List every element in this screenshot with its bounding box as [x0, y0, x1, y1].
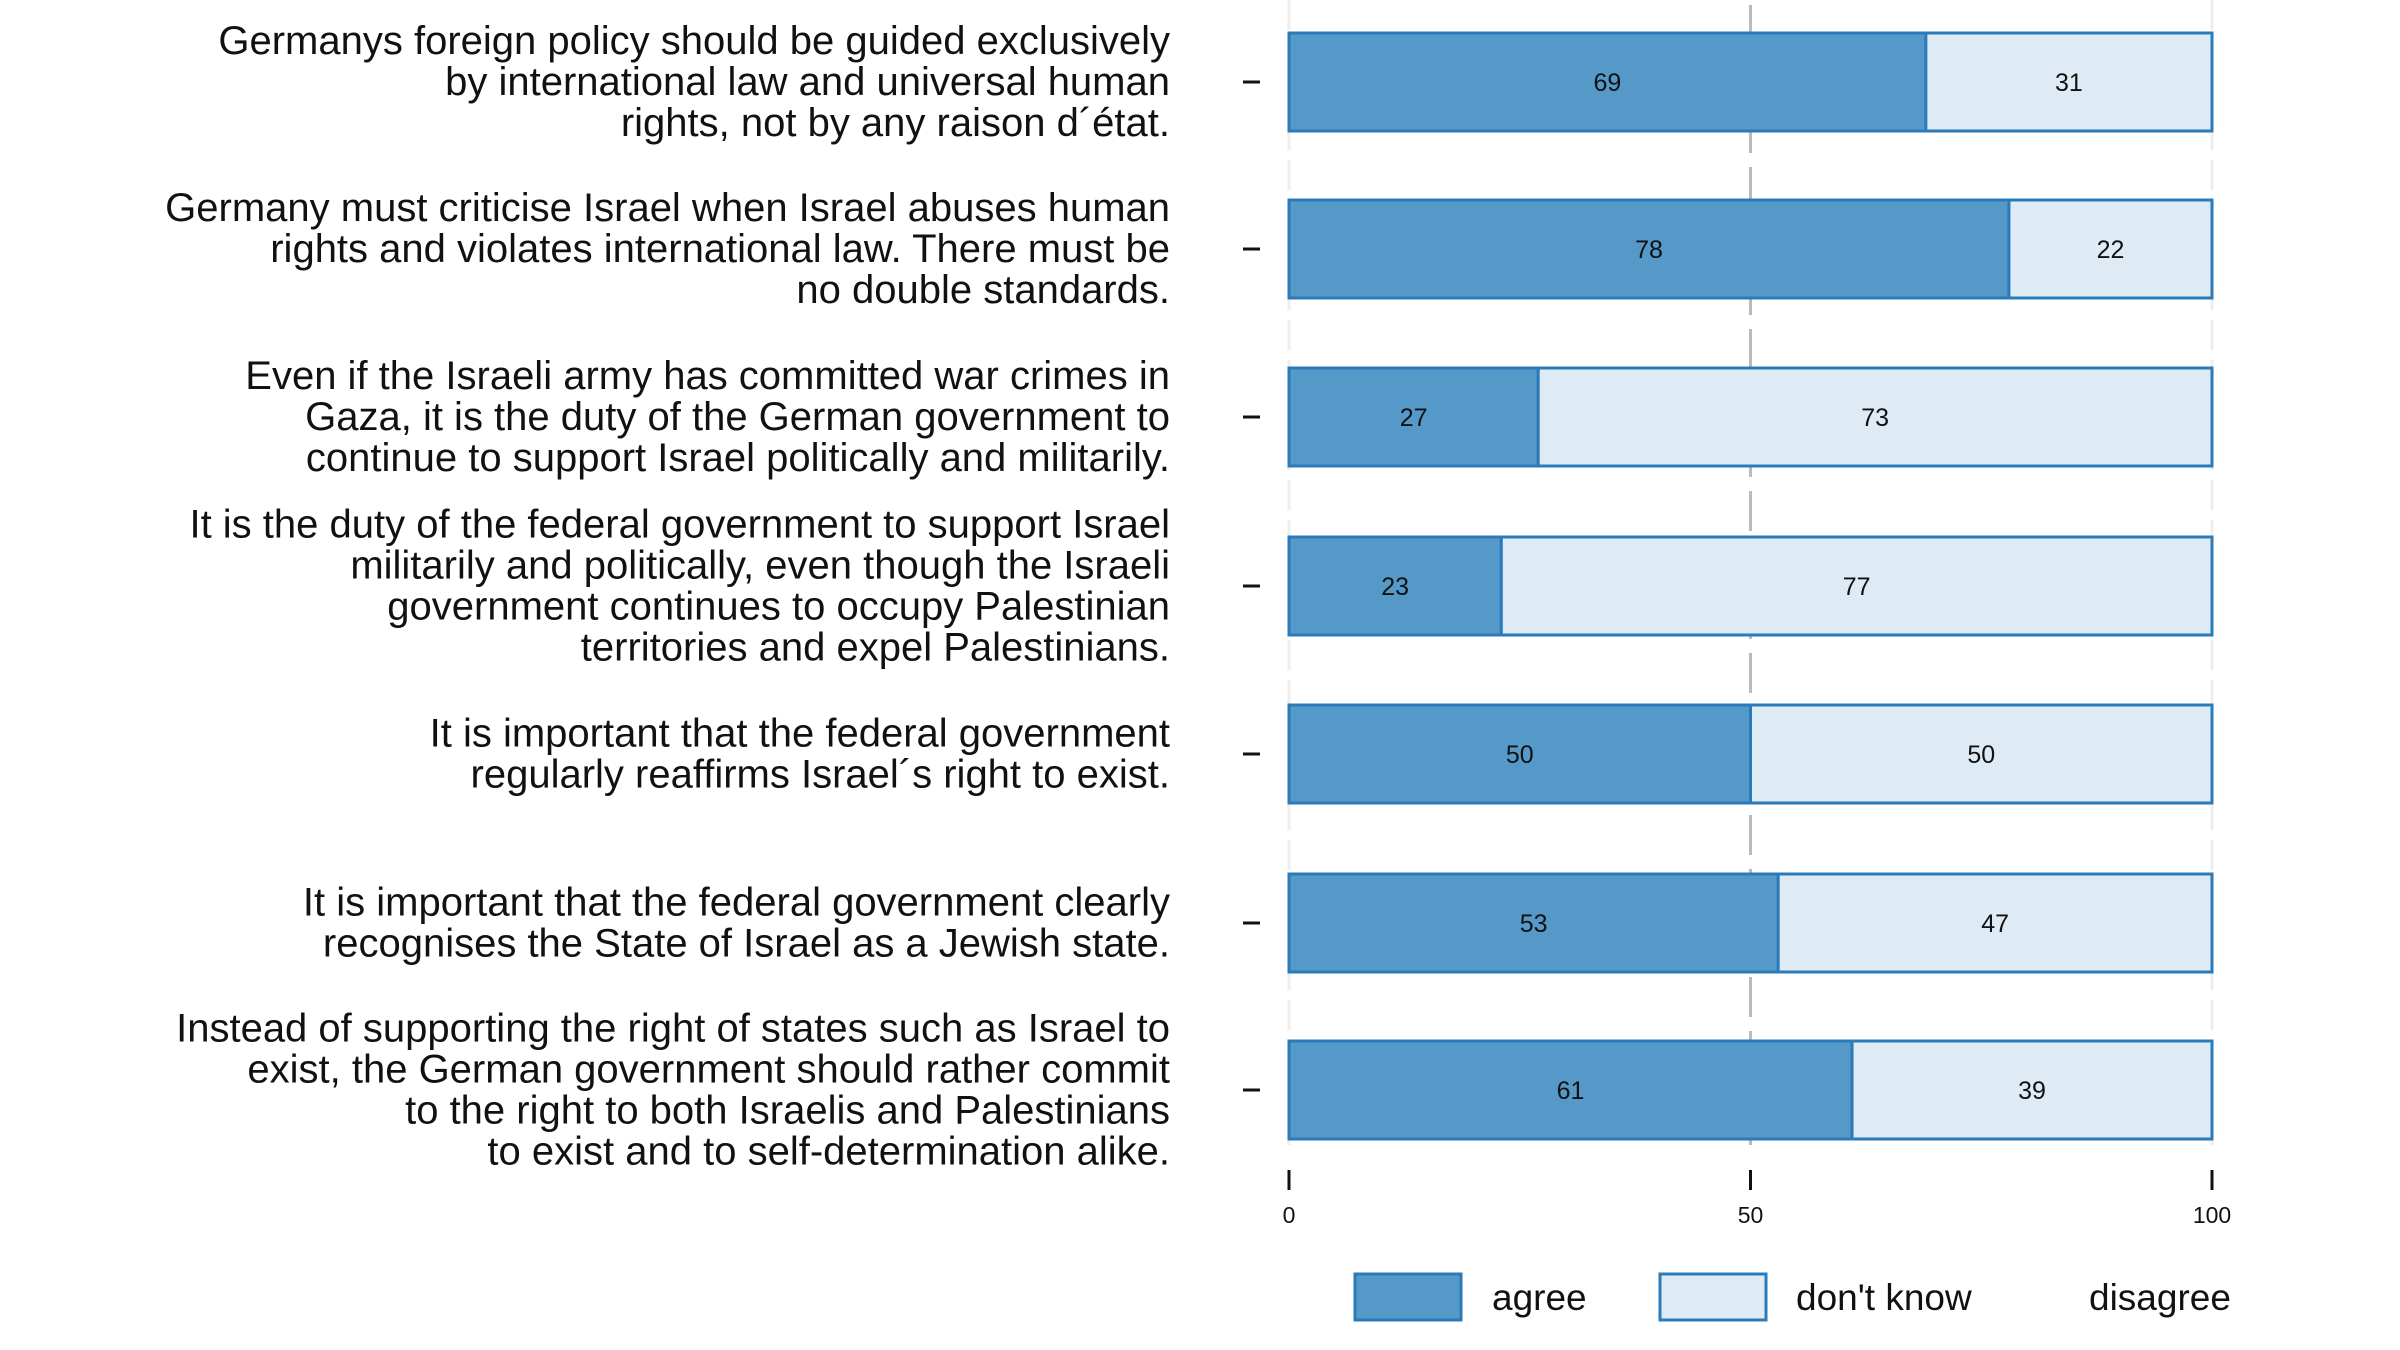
bar-value-label: 23: [1381, 573, 1409, 601]
bar-value-label: 50: [1967, 741, 1995, 769]
category-label: continue to support Israel politically a…: [306, 436, 1170, 480]
category-label: exist, the German government should rath…: [247, 1048, 1170, 1092]
category-label: militarily and politically, even though …: [350, 544, 1170, 588]
category-label: regularly reaffirms Israel´s right to ex…: [471, 753, 1170, 797]
bar-don-t-know: [1749, 703, 2214, 805]
legend-label: disagree: [2089, 1277, 2231, 1318]
bar-value-label: 73: [1861, 404, 1889, 432]
bar-value-label: 69: [1594, 69, 1622, 97]
category-label: no double standards.: [796, 268, 1170, 312]
bar-value-label: 78: [1635, 236, 1663, 264]
bar-value-label: 27: [1400, 404, 1428, 432]
category-label: It is the duty of the federal government…: [189, 503, 1170, 547]
category-label: It is important that the federal governm…: [430, 712, 1170, 756]
category-label: rights and violates international law. T…: [270, 227, 1170, 271]
category-label: by international law and universal human: [445, 60, 1170, 104]
x-tick-label: 0: [1283, 1202, 1296, 1228]
category-label: Germany must criticise Israel when Israe…: [165, 186, 1170, 230]
bar-don-t-know: [1499, 535, 2214, 637]
bar-value-label: 31: [2055, 69, 2083, 97]
category-label: to exist and to self-determination alike…: [487, 1130, 1170, 1174]
category-label: Gaza, it is the duty of the German gover…: [305, 395, 1170, 439]
bar-don-t-know: [1924, 31, 2214, 133]
bar-agree: [1287, 535, 1503, 637]
legend-label: agree: [1492, 1277, 1587, 1318]
bar-value-label: 77: [1843, 573, 1871, 601]
bar-agree: [1287, 198, 2011, 300]
category-label: territories and expel Palestinians.: [581, 626, 1170, 670]
category-label: Germanys foreign policy should be guided…: [218, 19, 1170, 63]
bar-value-label: 39: [2018, 1077, 2046, 1105]
category-label: It is important that the federal governm…: [303, 881, 1170, 925]
bar-agree: [1287, 366, 1540, 468]
x-tick-label: 100: [2193, 1202, 2231, 1228]
bar-value-label: 22: [2097, 236, 2125, 264]
category-label: rights, not by any raison d´état.: [621, 101, 1170, 145]
bar-value-label: 47: [1981, 910, 2009, 938]
bar-agree: [1287, 31, 1928, 133]
category-label: government continues to occupy Palestini…: [387, 585, 1170, 629]
legend-label: don't know: [1796, 1277, 1972, 1318]
bar-value-label: 61: [1557, 1077, 1585, 1105]
category-label: to the right to both Israelis and Palest…: [405, 1089, 1170, 1133]
bar-don-t-know: [2007, 198, 2214, 300]
legend-swatch: [1658, 1272, 1768, 1322]
category-label: Even if the Israeli army has committed w…: [245, 354, 1170, 398]
bar-value-label: 53: [1520, 910, 1548, 938]
bar-agree: [1287, 872, 1780, 974]
category-label: Instead of supporting the right of state…: [176, 1007, 1170, 1051]
legend-swatch: [1353, 1272, 1463, 1322]
bar-don-t-know: [1536, 366, 2214, 468]
x-tick-label: 50: [1738, 1202, 1764, 1228]
category-label: recognises the State of Israel as a Jewi…: [323, 922, 1170, 966]
bar-don-t-know: [1850, 1039, 2214, 1141]
bar-don-t-know: [1776, 872, 2214, 974]
bar-value-label: 50: [1506, 741, 1534, 769]
